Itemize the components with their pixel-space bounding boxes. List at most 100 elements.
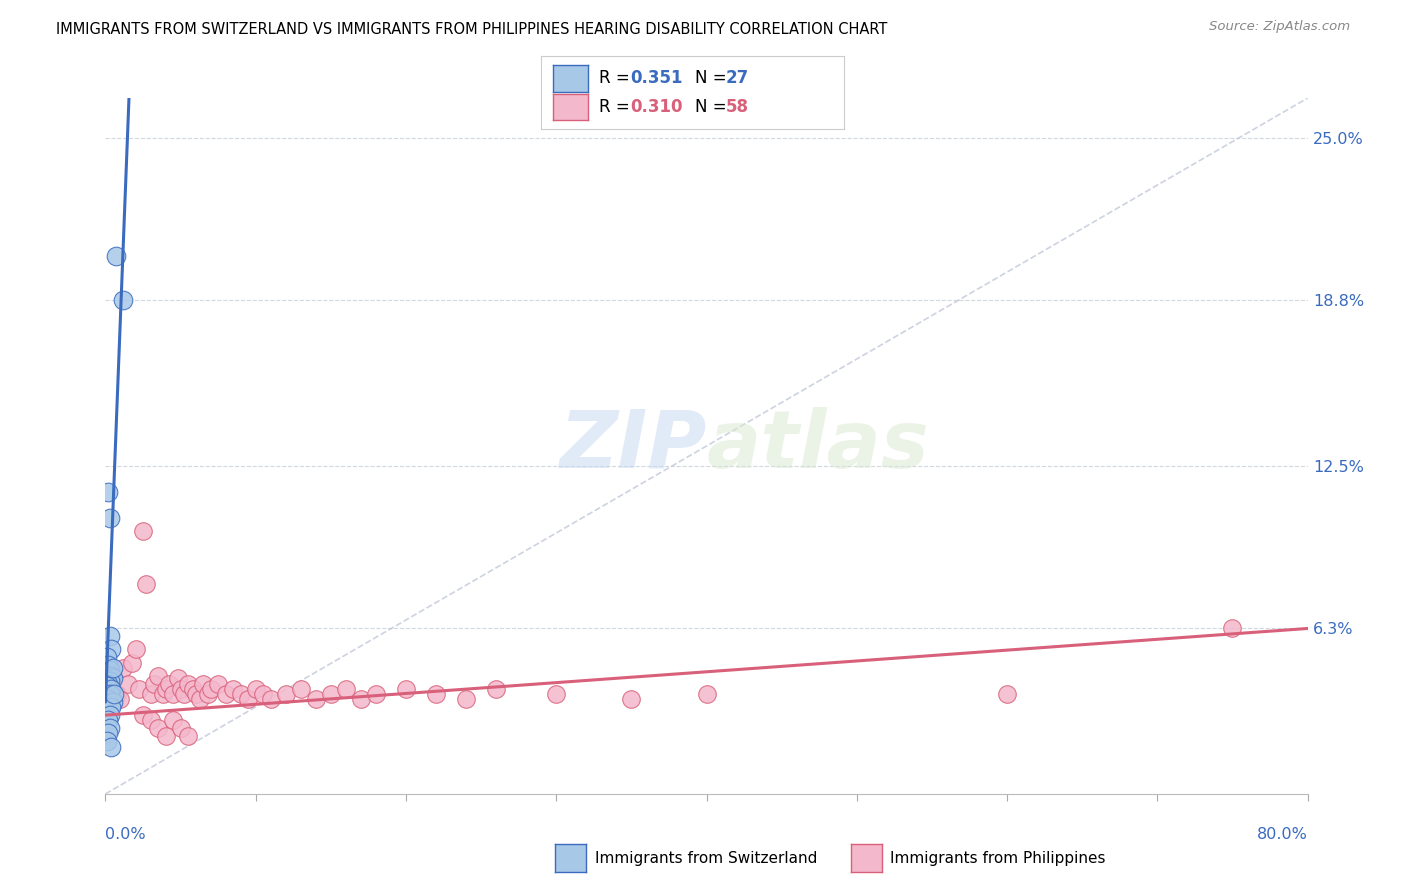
Point xyxy=(229,687,252,701)
Point xyxy=(274,687,297,701)
Point xyxy=(100,700,122,714)
Point xyxy=(166,671,188,685)
Point xyxy=(97,676,120,690)
Point xyxy=(112,293,135,308)
Text: ZIP: ZIP xyxy=(560,407,707,485)
Point xyxy=(107,687,129,701)
Point xyxy=(620,692,643,706)
Point xyxy=(98,708,121,723)
Point xyxy=(132,524,155,539)
Point xyxy=(162,687,184,701)
Point xyxy=(100,739,122,754)
Point xyxy=(173,687,195,701)
Point xyxy=(245,681,267,696)
Point xyxy=(96,679,118,693)
Point xyxy=(260,692,283,706)
Point xyxy=(350,692,373,706)
Point xyxy=(98,673,121,688)
Text: IMMIGRANTS FROM SWITZERLAND VS IMMIGRANTS FROM PHILIPPINES HEARING DISABILITY CO: IMMIGRANTS FROM SWITZERLAND VS IMMIGRANT… xyxy=(56,22,887,37)
Point xyxy=(1222,622,1244,636)
Point xyxy=(135,577,157,591)
Point xyxy=(100,642,122,657)
Point xyxy=(96,734,118,748)
Point xyxy=(238,692,260,706)
Point xyxy=(146,669,169,683)
Point xyxy=(181,681,204,696)
Point xyxy=(146,721,169,735)
Point xyxy=(696,687,718,701)
Point xyxy=(214,687,236,701)
Text: 80.0%: 80.0% xyxy=(1257,827,1308,841)
Point xyxy=(546,687,568,701)
Point xyxy=(139,714,162,728)
Point xyxy=(155,729,177,743)
Point xyxy=(169,681,191,696)
Point xyxy=(305,692,328,706)
Text: 0.310: 0.310 xyxy=(630,98,682,116)
Point xyxy=(222,681,245,696)
Point xyxy=(101,671,124,685)
Point xyxy=(97,485,120,500)
Point xyxy=(121,656,143,670)
Point xyxy=(395,681,418,696)
Point xyxy=(97,714,120,728)
Point xyxy=(139,687,162,701)
Point xyxy=(169,721,191,735)
Point xyxy=(995,687,1018,701)
Point xyxy=(157,676,180,690)
Point xyxy=(454,692,477,706)
Point xyxy=(177,729,200,743)
Text: Immigrants from Switzerland: Immigrants from Switzerland xyxy=(595,851,817,865)
Point xyxy=(97,658,120,673)
Point xyxy=(152,687,174,701)
Point xyxy=(103,687,125,701)
Point xyxy=(101,661,124,675)
Point xyxy=(117,676,139,690)
Point xyxy=(101,681,124,696)
Text: 27: 27 xyxy=(725,70,749,87)
Point xyxy=(104,249,127,263)
Point xyxy=(96,650,118,665)
Point xyxy=(207,676,229,690)
Point xyxy=(132,708,155,723)
Point xyxy=(98,511,121,525)
Point xyxy=(97,726,120,740)
Text: Source: ZipAtlas.com: Source: ZipAtlas.com xyxy=(1209,20,1350,33)
Text: 0.0%: 0.0% xyxy=(105,827,146,841)
Point xyxy=(290,681,312,696)
Point xyxy=(124,642,146,657)
Point xyxy=(177,676,200,690)
Text: 0.351: 0.351 xyxy=(630,70,682,87)
Point xyxy=(252,687,274,701)
Point xyxy=(98,687,121,701)
Text: N =: N = xyxy=(695,98,731,116)
Point xyxy=(128,681,150,696)
Point xyxy=(155,681,177,696)
Point xyxy=(110,692,132,706)
Point xyxy=(98,664,121,678)
Text: atlas: atlas xyxy=(707,407,929,485)
Point xyxy=(97,692,120,706)
Point xyxy=(191,676,214,690)
Text: N =: N = xyxy=(695,70,731,87)
Point xyxy=(200,681,222,696)
Point xyxy=(98,721,121,735)
Text: R =: R = xyxy=(599,98,636,116)
Point xyxy=(188,692,211,706)
Text: Immigrants from Philippines: Immigrants from Philippines xyxy=(890,851,1105,865)
Point xyxy=(142,676,165,690)
Point xyxy=(100,669,122,683)
Text: 58: 58 xyxy=(725,98,748,116)
Point xyxy=(112,661,135,675)
Point xyxy=(101,695,124,709)
Point xyxy=(364,687,387,701)
Point xyxy=(425,687,447,701)
Point xyxy=(184,687,207,701)
Point xyxy=(335,681,357,696)
Point xyxy=(197,687,219,701)
Point xyxy=(100,681,122,696)
Text: R =: R = xyxy=(599,70,636,87)
Point xyxy=(485,681,508,696)
Point xyxy=(162,714,184,728)
Point xyxy=(319,687,342,701)
